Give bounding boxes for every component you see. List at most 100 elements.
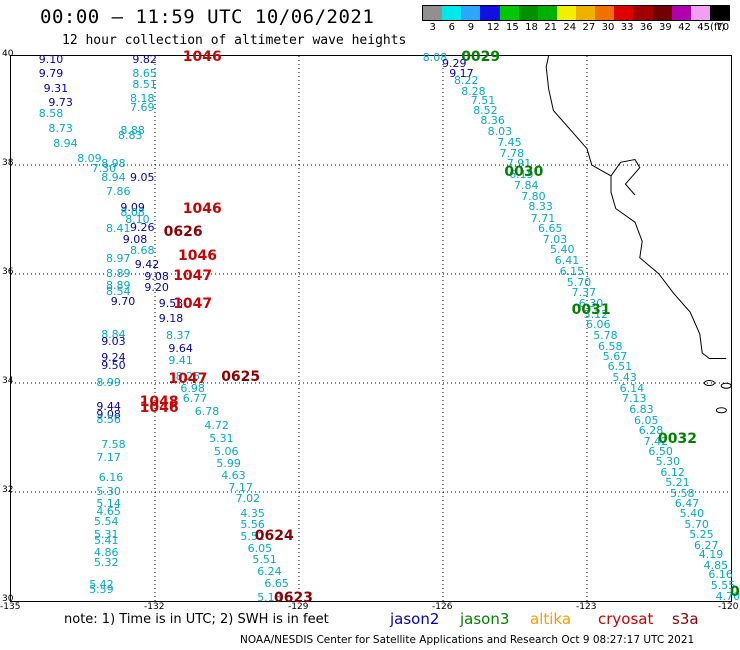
y-tick-label: 32	[2, 485, 14, 495]
wave-height-value: 5.54	[94, 514, 119, 528]
wave-height-value: 9.29	[442, 57, 467, 71]
wave-height-value: 7.58	[101, 438, 126, 452]
wave-height-value: 8.37	[166, 328, 191, 342]
pass-number-label: 1048	[139, 394, 179, 411]
x-tick-label: -123	[576, 602, 597, 612]
map-title: 00:00 – 11:59 UTC 10/06/2021	[40, 6, 375, 28]
wave-height-value: 8.33	[528, 199, 553, 213]
y-tick-label: 30	[2, 594, 14, 604]
coastline	[545, 56, 727, 359]
footer-credit: NOAA/NESDIS Center for Satellite Applica…	[240, 634, 695, 646]
wave-height-value: 9.31	[43, 81, 69, 95]
wave-height-value: 6.65	[264, 576, 289, 590]
wave-height-value: 6.12	[660, 466, 685, 479]
colorbar-label: 36	[639, 22, 653, 33]
x-tick-label: -135	[0, 602, 21, 612]
wave-height-value: 4.72	[204, 418, 229, 432]
wave-height-value: 5.40	[550, 243, 575, 257]
colorbar-label: 24	[563, 22, 577, 33]
pass-number-label: 0030	[504, 164, 544, 181]
island	[720, 382, 731, 389]
colorbar-label: 27	[582, 22, 596, 33]
wave-height-value: 9.79	[38, 67, 64, 81]
wave-height-value: 5.55	[710, 579, 736, 593]
wave-height-value: 7.71	[530, 211, 556, 225]
wave-height-value: 8.89	[106, 278, 131, 292]
wave-height-value: 6.05	[247, 541, 273, 555]
pass-number-label: 1046	[139, 400, 179, 417]
x-tick-label: -129	[288, 602, 309, 612]
wave-height-value: 5.21	[665, 476, 690, 490]
pass-number-label: 0625	[221, 368, 261, 385]
colorbar-label: 18	[525, 22, 538, 33]
island	[703, 380, 715, 386]
wave-height-value: 9.03	[101, 334, 126, 348]
colorbar-label: 3	[429, 22, 436, 33]
wave-height-value: 6.06	[586, 318, 611, 332]
colorbar-swatch	[595, 6, 615, 20]
wave-height-value: 6.15	[559, 264, 585, 278]
wave-height-value: 5.30	[655, 455, 681, 469]
wave-height-value: 4.65	[96, 504, 121, 518]
wave-height-value: 8.94	[53, 137, 78, 151]
wave-height-value: 5.25	[689, 527, 714, 541]
pass-number-label: 1047	[168, 370, 208, 387]
wave-height-value: 6.58	[598, 340, 623, 354]
colorbar-swatch	[499, 6, 519, 20]
wave-height-value: 6.47	[674, 496, 700, 510]
wave-height-value: 9.20	[144, 281, 169, 295]
wave-height-value: 8.99	[96, 376, 121, 390]
y-tick-label: 34	[2, 376, 14, 386]
wave-height-value: 5.67	[602, 349, 628, 363]
wave-height-value: 5.32	[94, 556, 119, 570]
wave-height-value: 9.44	[96, 399, 121, 413]
legend-s3a: s3a	[672, 610, 699, 628]
y-tick-label: 36	[2, 267, 14, 277]
colorbar-swatch	[480, 6, 500, 20]
wave-height-value: 9.53	[158, 297, 184, 311]
wave-height-value: 9.41	[168, 354, 193, 368]
wave-height-value: 6.41	[554, 254, 580, 267]
wave-height-value: 5.70	[684, 517, 709, 531]
pass-number-label: 0031	[571, 301, 611, 318]
wave-height-value: 9.82	[132, 53, 157, 67]
y-tick-label: 40	[2, 49, 14, 59]
wave-height-value: 7.30	[91, 162, 117, 176]
wave-height-value: 7.80	[521, 189, 546, 203]
wave-height-value: 8.68	[130, 244, 155, 258]
wave-height-value: 5.43	[612, 371, 637, 385]
wave-height-value: 9.08	[96, 407, 121, 421]
wave-height-value: 6.51	[607, 360, 633, 374]
wave-height-value: 9.17	[449, 67, 474, 81]
wave-height-value: 4.35	[240, 506, 265, 520]
wave-height-value: 4.86	[94, 546, 119, 560]
colorbar-swatch	[423, 6, 443, 20]
legend-jason3: jason3	[460, 610, 510, 628]
wave-height-value: 9.70	[110, 294, 136, 308]
colorbar-swatch	[709, 6, 729, 20]
wave-height-value: 8.94	[101, 170, 126, 184]
wave-height-value: 5.58	[670, 486, 695, 500]
legend-jason2: jason2	[390, 610, 440, 628]
wave-height-value: 8.41	[106, 222, 131, 236]
colorbar-label: 30	[601, 22, 615, 33]
wave-height-value: 7.91	[506, 157, 532, 170]
colorbar	[422, 5, 730, 21]
wave-height-value: 6.16	[708, 568, 733, 582]
pass-number-label: 1046	[182, 49, 222, 66]
pass-number-label: 0623	[274, 590, 313, 607]
wave-height-value: 8.65	[132, 67, 157, 81]
wave-height-value: 8.09	[77, 151, 102, 165]
map-subtitle: 12 hour collection of altimeter wave hei…	[62, 33, 407, 48]
colorbar-swatch	[461, 6, 481, 20]
wave-height-value: 7.69	[130, 101, 155, 115]
legend-cryosat: cryosat	[598, 610, 654, 628]
wave-height-value: 7.51	[470, 94, 496, 108]
wave-height-value: 7.78	[499, 147, 525, 161]
wave-height-value: 9.09	[120, 200, 145, 214]
colorbar-label: 15	[505, 22, 519, 33]
colorbar-label: 12	[486, 22, 500, 33]
x-tick-label: -132	[144, 602, 165, 612]
wave-height-value: 6.16	[98, 470, 124, 484]
wave-height-value: 5.30	[96, 485, 121, 499]
